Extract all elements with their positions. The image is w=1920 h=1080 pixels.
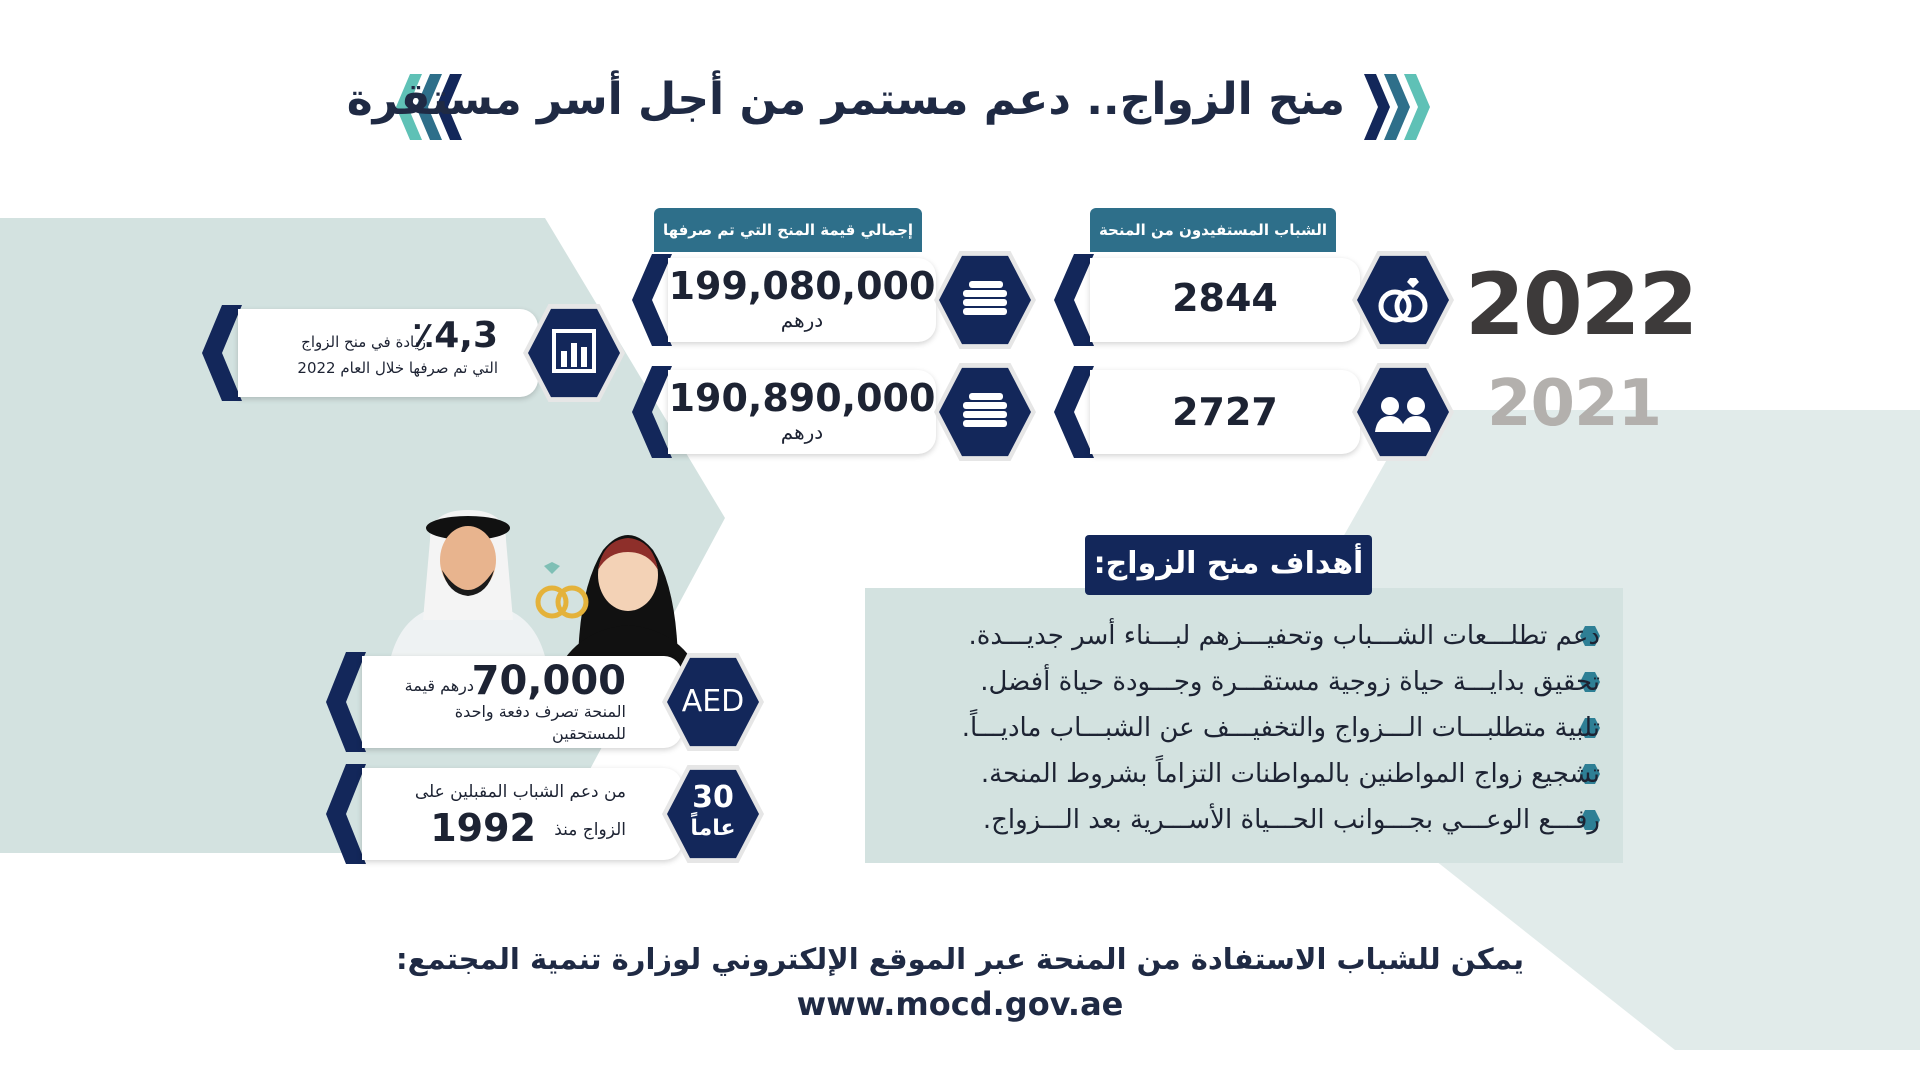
chevrons-left-icon xyxy=(396,74,462,140)
year-current: 2022 xyxy=(1465,255,1698,355)
goals-title: أهداف منح الزواج: xyxy=(1085,535,1372,595)
bullet-icon xyxy=(1580,626,1600,646)
goal-item-4: تشجيع زواج المواطنين بالمواطنات التزاماً… xyxy=(980,759,1600,789)
grant-unit: درهم قيمة xyxy=(404,676,474,695)
increase-value: ٪4,3 xyxy=(412,315,498,356)
grant-line2: للمستحقين xyxy=(552,724,626,743)
page-title: منح الزواج.. دعم مستمر من أجل أسر مستقرة xyxy=(346,74,1345,125)
goal-item-3: تلبية متطلبـــات الـــزواج والتخفيـــف ع… xyxy=(961,713,1600,743)
aed-text: AED xyxy=(681,684,745,719)
grant-box: 70,000 درهم قيمة المنحة تصرف دفعة واحدة … xyxy=(362,656,682,748)
currency-label: درهم xyxy=(780,420,824,444)
navy-bracket xyxy=(326,652,366,752)
total-value-label: إجمالي قيمة المنح التي تم صرفها xyxy=(654,208,922,252)
currency-label: درهم xyxy=(780,308,824,332)
bullet-icon xyxy=(1580,718,1600,738)
increase-box: ٪4,3 زيادة في منح الزواج التي تم صرفها خ… xyxy=(238,309,538,397)
support-line1: من دعم الشباب المقبلين على xyxy=(414,782,626,802)
beneficiaries-2021-box: 2727 xyxy=(1090,370,1360,454)
bullet-icon xyxy=(1580,810,1600,830)
navy-bracket xyxy=(1054,254,1094,346)
increase-line2: التي تم صرفها خلال العام 2022 xyxy=(297,359,498,377)
goal-item-2: تحقيق بدايـــة حياة زوجية مستقـــرة وجــ… xyxy=(980,667,1600,697)
total-value-2022: 199,080,000 xyxy=(668,264,936,308)
year-previous: 2021 xyxy=(1487,367,1662,441)
goals-panel xyxy=(865,588,1623,863)
grant-amount: 70,000 xyxy=(471,658,626,704)
years-word: عاماً xyxy=(690,816,736,841)
navy-bracket xyxy=(1054,366,1094,458)
navy-bracket xyxy=(632,254,672,346)
grant-line1: المنحة تصرف دفعة واحدة xyxy=(454,702,626,721)
total-value-2021-box: 190,890,000 درهم xyxy=(668,370,936,454)
total-value-2022-box: 199,080,000 درهم xyxy=(668,258,936,342)
beneficiaries-2021-value: 2727 xyxy=(1172,390,1278,434)
total-value-2021: 190,890,000 xyxy=(668,376,936,420)
diamond-ring-icon xyxy=(535,562,589,619)
beneficiaries-2022-box: 2844 xyxy=(1090,258,1360,342)
goal-item-1: دعم تطلـــعات الشـــباب وتحفيـــزهم لبــ… xyxy=(968,621,1600,651)
couple-icon xyxy=(1357,367,1449,457)
bullet-icon xyxy=(1580,672,1600,692)
beneficiaries-2022-value: 2844 xyxy=(1172,276,1278,320)
navy-bracket xyxy=(632,366,672,458)
bullet-icon xyxy=(1580,764,1600,784)
navy-bracket xyxy=(202,305,242,401)
beneficiaries-label: الشباب المستفيدون من المنحة xyxy=(1090,208,1336,252)
goal-item-5: رفـــع الوعـــي بجـــوانب الحـــياة الأس… xyxy=(982,805,1600,835)
website-link[interactable]: www.mocd.gov.ae xyxy=(796,985,1124,1023)
increase-line1: زيادة في منح الزواج xyxy=(301,333,426,351)
navy-bracket xyxy=(326,764,366,864)
years-support-box: من دعم الشباب المقبلين على الزواج منذ 19… xyxy=(362,768,682,860)
support-line2: الزواج منذ xyxy=(554,820,626,840)
footer-text: يمكن للشباب الاستفادة من المنحة عبر المو… xyxy=(396,942,1524,976)
years-number: 30 xyxy=(692,780,734,815)
support-year: 1992 xyxy=(430,806,536,850)
rings-icon xyxy=(1357,255,1449,345)
chevrons-right-icon xyxy=(1364,74,1430,140)
